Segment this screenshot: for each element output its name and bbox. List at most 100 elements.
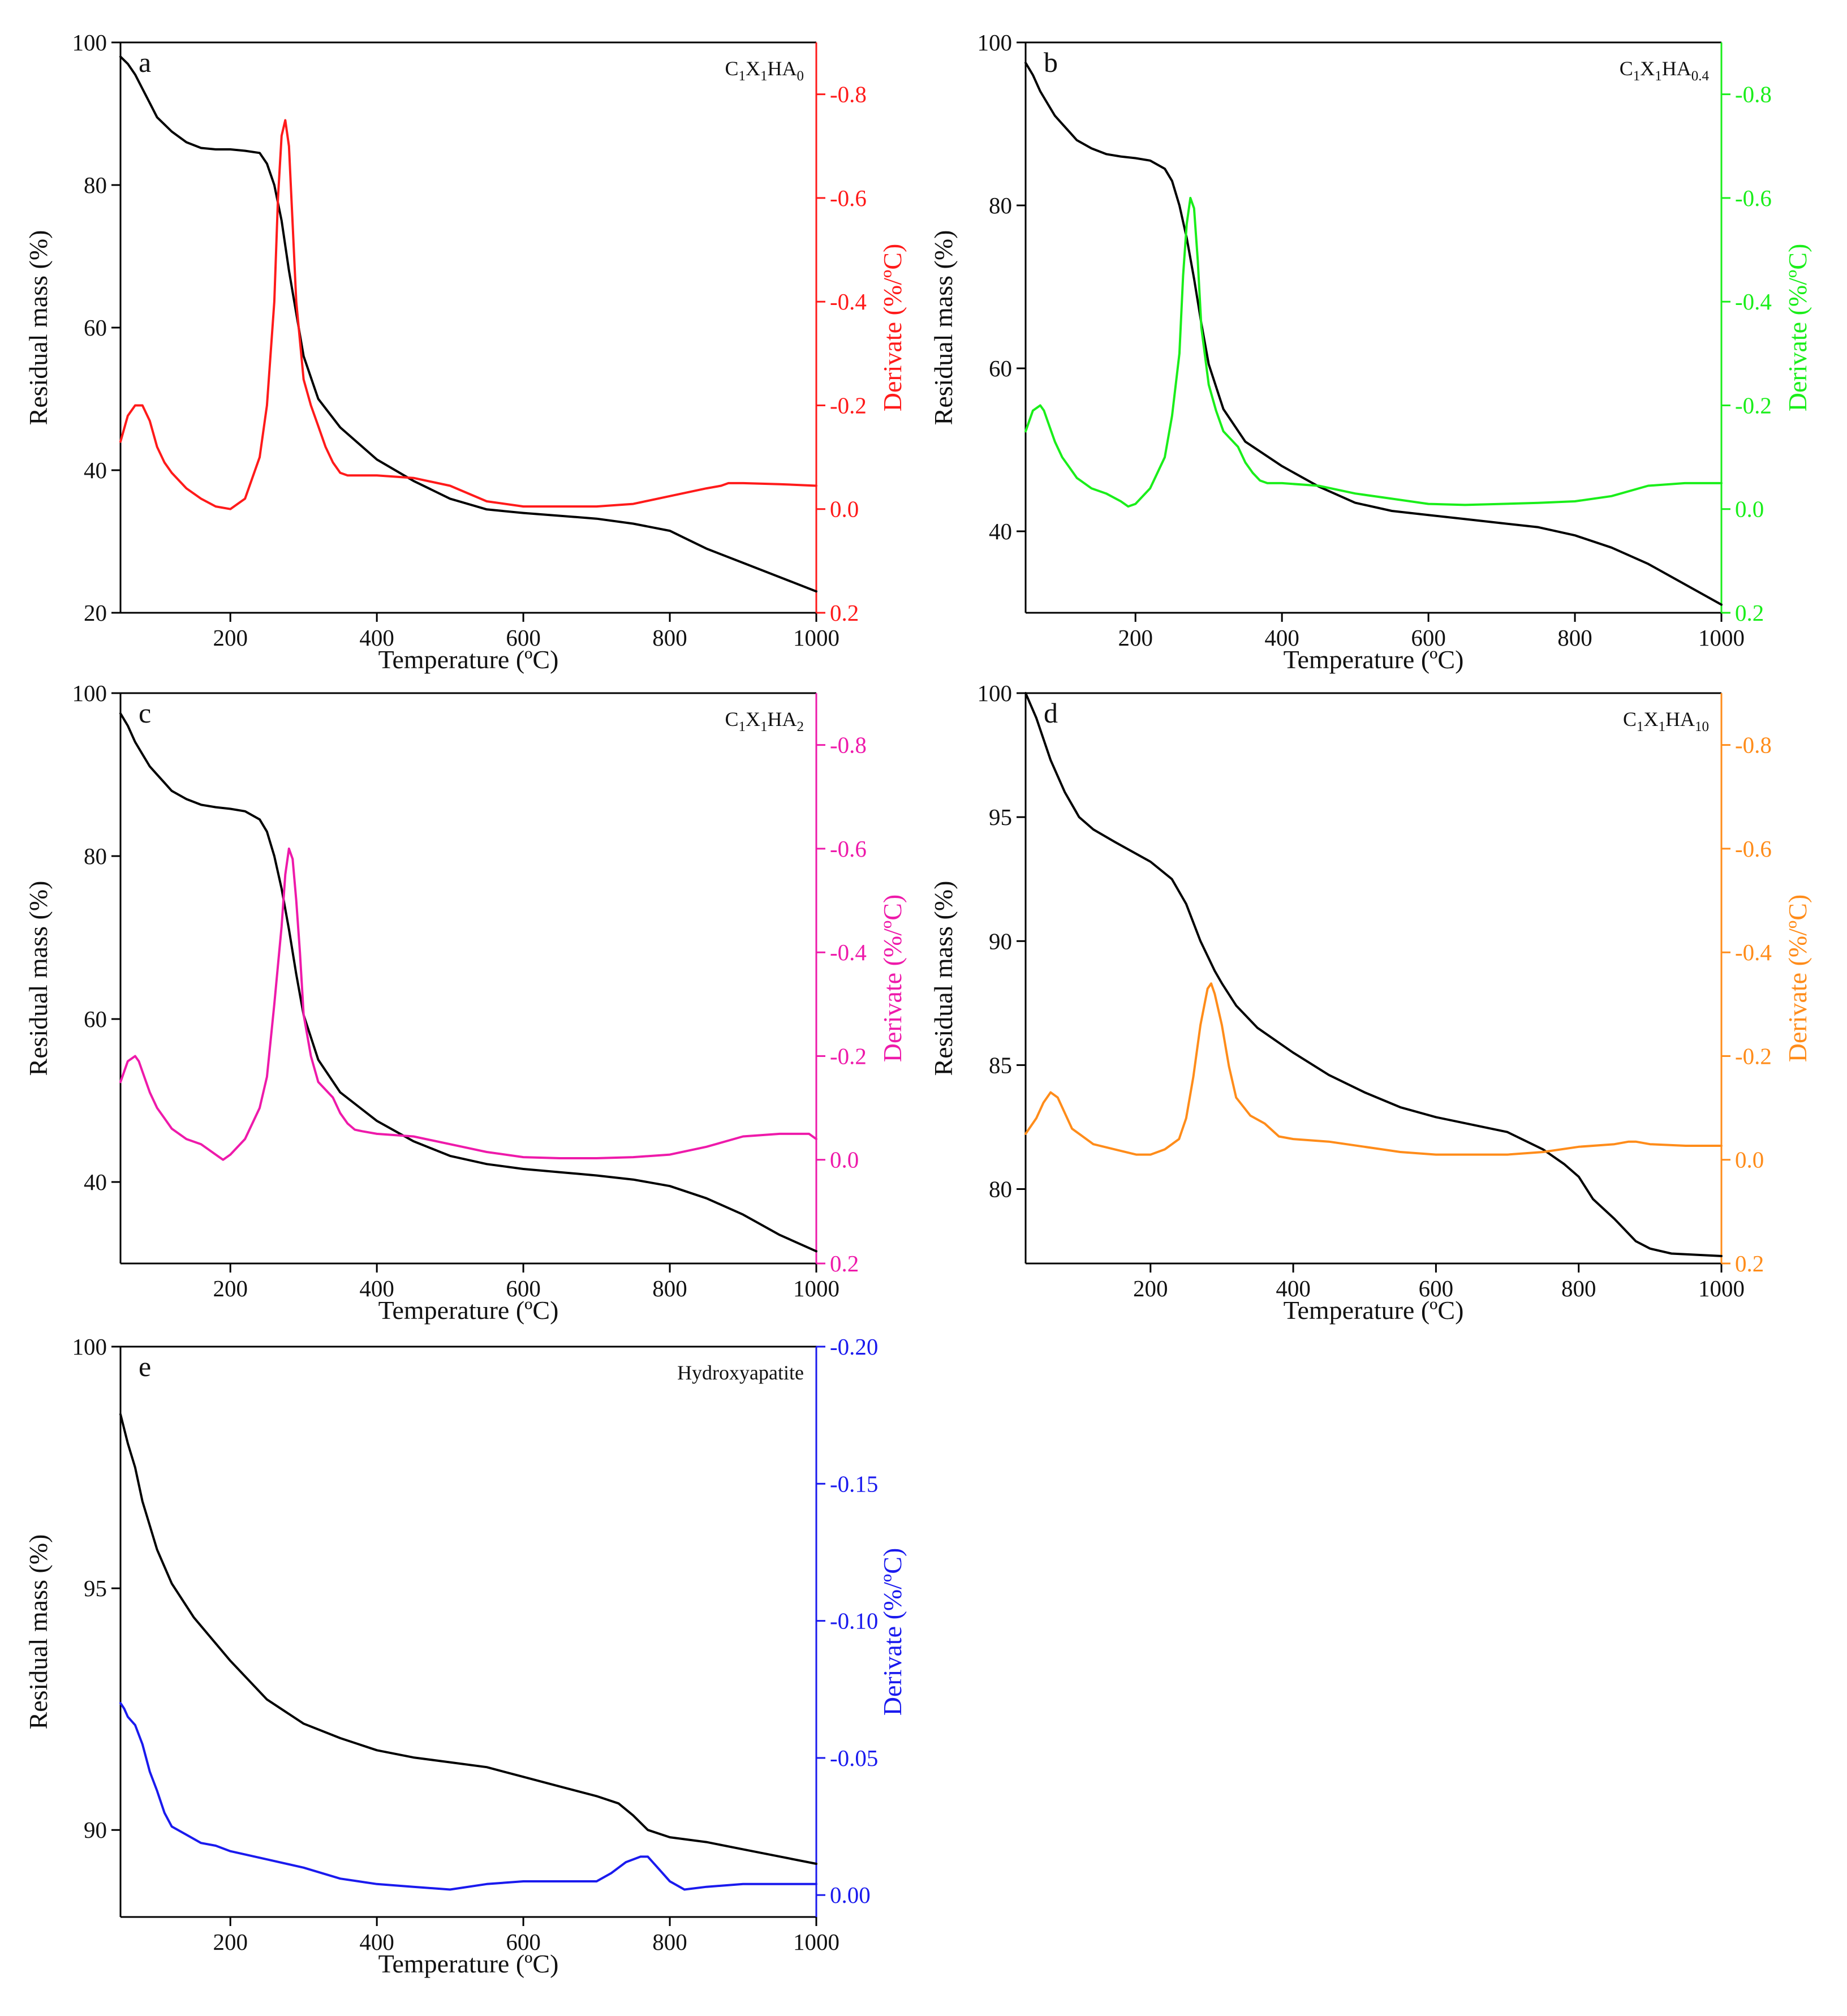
panel-b: 200 400 600 800 1000 40 60 80 100 0.2 0.0 -0.2 -0.4 -… [929,29,1812,674]
y2-tick-label: -0.2 [830,1043,867,1069]
y2-axis-title: Derivate (%/ºC) [878,895,907,1063]
x-tick-label: 600 [1419,1275,1454,1301]
y-tick-label: 60 [84,1006,107,1032]
y2-tick-label: -0.2 [1735,392,1772,418]
y2-axis-title: Derivate (%/ºC) [1783,895,1812,1063]
x-tick-label: 200 [1118,625,1153,651]
sample-label: C1X1HA2 [725,708,804,734]
y2-tick-label: 0.2 [1735,600,1764,626]
residual-mass-line [1024,692,1723,1257]
sample-label-subscript: 0 [797,68,804,84]
sample-label: C1X1HA10 [1623,708,1709,734]
y2-tick-label: -0.2 [830,392,867,418]
x-tick-label: 1000 [793,1275,839,1301]
x-axis-title: Temperature (ºC) [378,1296,559,1325]
y-tick-label: 85 [989,1052,1012,1078]
residual-mass-line [119,1413,817,1865]
y-tick-label: 60 [989,355,1012,381]
x-axis-title: Temperature (ºC) [1284,645,1464,674]
panel-label: a [139,46,151,78]
sample-label-text: C [1620,57,1633,80]
y2-tick-label: -0.20 [830,1334,878,1360]
y2-tick-label: -0.6 [830,185,867,211]
y2-tick-label: -0.8 [1735,81,1772,108]
x-tick-label: 1000 [793,625,839,651]
y-tick-label: 40 [989,518,1012,544]
sample-label-subscript: 1 [739,68,746,84]
panel-c: 200 400 600 800 1000 40 60 80 100 0.2 0.0 -0.2 -0.4 -… [24,680,907,1325]
x-tick-label: 1000 [793,1929,839,1955]
x-axis-title: Temperature (ºC) [378,645,559,674]
y2-tick-label: 0.2 [830,600,859,626]
y2-tick-label: 0.2 [830,1250,859,1276]
y-tick-label: 100 [978,29,1013,55]
residual-mass-line [119,712,817,1253]
residual-mass-line [119,55,817,593]
sample-label-subscript: 0.4 [1691,68,1710,84]
derivate-line [1024,196,1723,508]
y-axis-title: Residual mass (%) [929,881,958,1076]
y-tick-label: 95 [84,1575,107,1601]
y-axis-title: Residual mass (%) [24,1534,53,1730]
x-tick-label: 800 [652,625,687,651]
y-tick-label: 100 [72,29,107,55]
y-tick-label: 90 [84,1817,107,1843]
y-tick-label: 80 [84,172,107,198]
sample-label-text: X [1644,708,1659,730]
panel-label: c [139,697,151,729]
x-tick-label: 200 [213,1275,248,1301]
derivate-line [119,847,817,1161]
sample-label-text: HA [1662,57,1691,80]
x-tick-label: 800 [652,1929,687,1955]
sample-label-text: X [746,57,760,80]
sample-label-text: C [725,57,738,80]
x-axis-title: Temperature (ºC) [1284,1296,1464,1325]
sample-label-subscript: 1 [1655,68,1662,84]
x-tick-label: 600 [1411,625,1446,651]
panel-d: 200 400 600 800 1000 80 85 90 95 100 0.2 0.0 -0.2 -0.… [929,680,1812,1325]
y2-tick-label: 0.0 [830,496,859,522]
y2-tick-label: -0.05 [830,1745,878,1771]
y-axis-title: Residual mass (%) [24,881,53,1076]
y-axis-title: Residual mass (%) [24,230,53,425]
x-axis-title: Temperature (ºC) [378,1949,559,1978]
y2-axis-title: Derivate (%/ºC) [1783,244,1812,412]
sample-label-subscript: 1 [760,719,768,734]
y-tick-label: 60 [84,315,107,341]
y2-tick-label: -0.6 [1735,836,1772,862]
panel-label: d [1044,697,1058,729]
y2-tick-label: 0.0 [1735,496,1764,522]
y2-axis-title: Derivate (%/ºC) [878,1548,907,1716]
y-tick-label: 100 [72,1334,107,1360]
x-tick-label: 800 [1557,625,1592,651]
y2-tick-label: -0.8 [1735,732,1772,758]
sample-label-text: HA [768,57,797,80]
residual-mass-line [1024,62,1723,606]
y-tick-label: 80 [84,843,107,869]
y2-tick-label: -0.6 [1735,185,1772,211]
x-tick-label: 400 [359,1929,394,1955]
y-tick-label: 40 [84,1169,107,1195]
x-tick-label: 400 [359,625,394,651]
x-tick-label: 400 [359,1275,394,1301]
panel-label: b [1044,46,1058,78]
x-tick-label: 800 [652,1275,687,1301]
y-tick-label: 100 [978,680,1013,706]
sample-label-text: HA [768,708,797,730]
x-tick-label: 400 [1264,625,1299,651]
x-tick-label: 200 [213,1929,248,1955]
derivate-line [1024,982,1723,1156]
sample-label-text: X [746,708,760,730]
sample-label-subscript: 10 [1695,719,1709,734]
sample-label-subscript: 1 [1637,719,1644,734]
x-tick-label: 1000 [1698,625,1745,651]
sample-label-subscript: 1 [1659,719,1666,734]
y-axis-title: Residual mass (%) [929,230,958,425]
y2-tick-label: -0.4 [830,289,867,315]
sample-label: C1X1HA0.4 [1620,57,1710,84]
sample-label-text: X [1640,57,1655,80]
x-tick-label: 600 [506,1275,541,1301]
panel-e: 200 400 600 800 1000 90 95 100 0.00 -0.05 -0.10 -0.… [24,1334,907,1978]
y2-tick-label: -0.4 [1735,939,1772,965]
x-tick-label: 200 [1133,1275,1168,1301]
